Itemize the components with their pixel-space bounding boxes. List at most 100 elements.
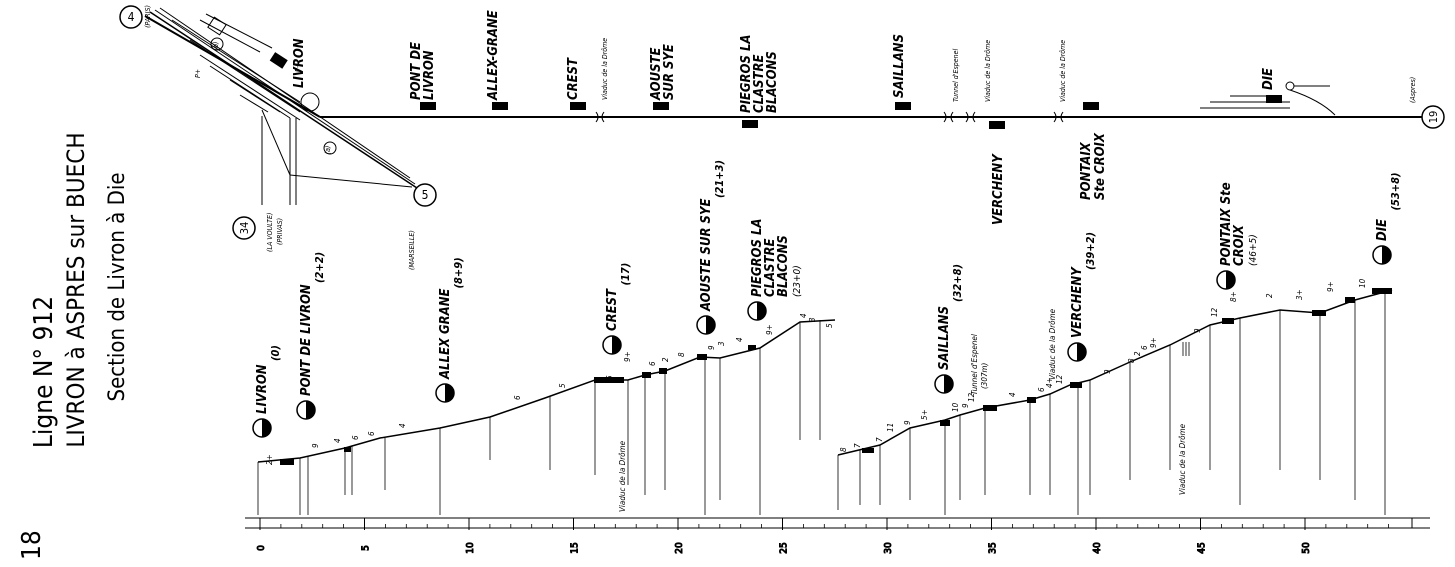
- gradient-value: 11: [886, 423, 895, 432]
- profile-structure-label: Viaduc de la Drôme: [1047, 308, 1057, 380]
- plan-station-name: CREST: [566, 57, 581, 100]
- profile-station: LIVRON (0): [252, 345, 282, 438]
- plan-station-name: BLACONS: [765, 51, 780, 113]
- plan-structure-label: Viaduc de la Drôme: [984, 40, 992, 102]
- gradient-value: 10: [951, 402, 960, 412]
- gradient-value: 5+: [920, 409, 929, 420]
- profile-station-km: (8+9): [452, 257, 465, 288]
- station-symbol-fill: [1077, 343, 1086, 361]
- profile-station-km: (53+8): [1389, 173, 1402, 211]
- gradient-value: 9+: [623, 351, 632, 362]
- profile-station-km: (21+3): [713, 160, 726, 198]
- profile-station: SAILLANS (32+8): [934, 264, 964, 394]
- gradient-value: 9: [1193, 328, 1202, 333]
- profile-station-name: PONT DE LIVRON: [299, 284, 314, 396]
- plan-station-name: CLASTRE: [752, 55, 767, 114]
- gradient-value: 9: [311, 443, 320, 448]
- station-symbol-fill: [445, 384, 454, 402]
- plan-station-name: AOUSTE: [649, 48, 664, 101]
- junction-label-privas: (PRIVAS): [276, 218, 284, 245]
- profile-station-name: SAILLANS: [937, 306, 952, 370]
- profile-station-km: (17): [619, 263, 632, 286]
- plan-station-name: LIVRON: [422, 50, 437, 100]
- axis-tick-label: 25: [779, 542, 790, 553]
- plan-small-label: P+: [194, 69, 202, 78]
- gradient-value: 4+: [1045, 377, 1054, 388]
- gradient-value: 7: [853, 443, 862, 448]
- profile-structures: Viaduc de la Drôme Tunnel d'Espenel (307m)…: [617, 308, 1187, 512]
- profile-station-name: CROIX: [1232, 224, 1247, 266]
- gradient-value: 10: [1358, 278, 1367, 288]
- gradient-value: 2: [1265, 293, 1274, 298]
- gradient-value: 4: [398, 423, 407, 428]
- plan-station-block: [895, 102, 911, 110]
- profile-station-name: BLACONS: [776, 235, 791, 297]
- plan-station-block: [420, 102, 436, 110]
- plan-station-block: [492, 102, 508, 110]
- gradient-value: 7: [875, 437, 884, 442]
- profile-station-name: CREST: [605, 288, 620, 331]
- profile-station-name: PIEGROS LA: [750, 219, 765, 297]
- profile-station-km: (0): [269, 345, 282, 361]
- plan-station-block: [1266, 95, 1282, 103]
- junction-label-aspres: (Aspres): [1409, 77, 1417, 103]
- plan-station-name: PONT DE: [409, 42, 424, 100]
- gradient-value: 8+: [1229, 291, 1238, 302]
- gradient-value: 8: [677, 352, 686, 357]
- gradient-value: 6: [367, 431, 376, 436]
- station-symbol-fill: [706, 316, 715, 334]
- axis-tick-label: 0: [256, 545, 267, 551]
- plan-structure-label: Tunnel d'Espenel: [952, 49, 960, 102]
- axis-tick-label: 50: [1301, 542, 1312, 554]
- plan-station-block: [742, 120, 758, 128]
- profile-stations: LIVRON(0) PONT DE LIVRON(2+2)ALLEX GRANE(…: [252, 160, 1402, 438]
- gradient-value: 12: [1055, 374, 1064, 384]
- plan-station-block: [1083, 102, 1099, 110]
- plan-station-name: LIVRON: [292, 38, 307, 88]
- profile-structure-label: Tunnel d'Espenel: [970, 334, 979, 395]
- gradient-value: 6: [351, 435, 360, 440]
- gradient-value: 12: [967, 392, 976, 402]
- plan-station-name: SAILLANS: [892, 34, 907, 98]
- profile-structure-label: Viaduc de la Drôme: [1177, 423, 1187, 495]
- junction-4-number: 4: [128, 10, 135, 24]
- gradient-value: 9: [961, 403, 970, 408]
- junction-label-la-voulte: (LA VOULTE): [266, 213, 274, 252]
- junction-label-paris: (PARIS): [144, 5, 152, 28]
- profile-station-km: (32+8): [951, 264, 964, 302]
- plan-small-label: (b): [212, 42, 220, 51]
- gradient-value: 3: [808, 317, 817, 322]
- junction-labels: (PARIS) (MARSEILLE) (LA VOULTE) (PRIVAS)…: [144, 5, 1417, 270]
- junction-5-number: 5: [422, 188, 429, 202]
- gradient-value: 3: [717, 341, 726, 346]
- station-symbol-fill: [612, 336, 621, 354]
- gradient-value: 4: [1008, 392, 1017, 397]
- profile-station-name: LIVRON: [255, 364, 270, 414]
- axis-tick-label: 15: [570, 542, 581, 553]
- profile-station-name: AOUSTE SUR SYE: [699, 199, 714, 312]
- gradient-value: 9: [903, 420, 912, 425]
- km-axis: 0 5 10 15 20 25 30 35 40 45 50: [245, 517, 1430, 554]
- gradient-value: 8: [1127, 358, 1136, 363]
- junction-19-number: 19: [1427, 111, 1440, 124]
- gradient-value: 12: [1210, 307, 1219, 317]
- axis-tick-label: 35: [988, 542, 999, 553]
- gradient-value: 6: [513, 395, 522, 400]
- gradient-value: 9+: [1326, 281, 1335, 292]
- axis-tick-label: 30: [883, 542, 894, 554]
- station-symbol-fill: [262, 419, 271, 437]
- gradient-value: 6: [605, 375, 614, 380]
- gradient-value: 6: [1037, 387, 1046, 392]
- gradient-value: 5: [825, 323, 834, 328]
- profile-station-km: (23+0): [792, 265, 803, 297]
- gradient-value: 9: [1103, 369, 1112, 374]
- station-symbol-fill: [1382, 246, 1391, 264]
- plan-station-block: [570, 102, 586, 110]
- plan-station-name: PONTAIX: [1079, 141, 1094, 200]
- gradient-value: 4: [735, 337, 744, 342]
- profile-station: VERCHENY(39+2): [1067, 232, 1097, 362]
- gradient-value: 9+: [765, 324, 774, 335]
